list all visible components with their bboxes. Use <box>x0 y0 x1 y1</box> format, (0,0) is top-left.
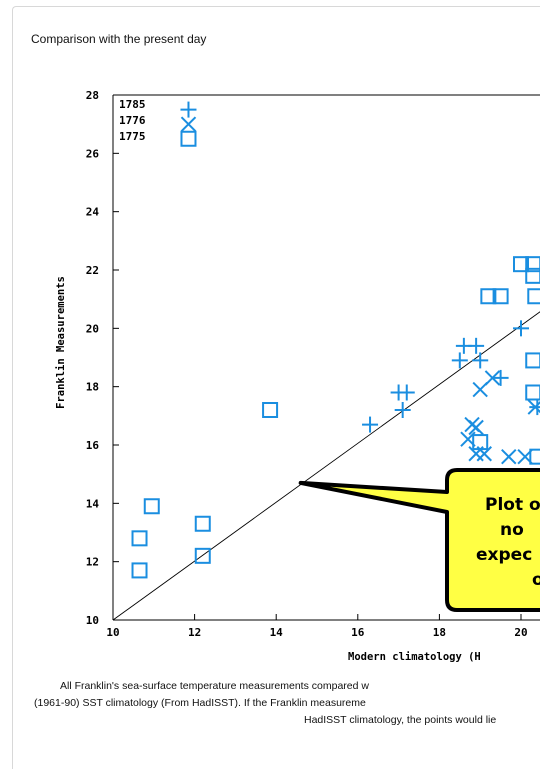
point-square-1775 <box>131 562 148 579</box>
point-cross-1776 <box>472 381 488 398</box>
legend-label-1776: 1776 <box>119 114 146 127</box>
x-axis-label: Modern climatology (H <box>348 651 481 663</box>
point-plus-1785 <box>472 352 489 369</box>
point-square-1775 <box>143 498 160 515</box>
reference-line <box>112 311 540 621</box>
reference-line-layer <box>112 311 540 621</box>
point-square-1775 <box>180 130 197 147</box>
legend: 1785 1776 1775 <box>119 98 146 143</box>
point-square-1775 <box>525 267 540 284</box>
point-plus-1785 <box>529 399 540 416</box>
point-plus-1785 <box>513 320 529 337</box>
callout-text-line: o <box>532 570 540 590</box>
y-tick-label: 14 <box>86 497 100 510</box>
point-plus-1785 <box>451 352 468 369</box>
point-plus-1785 <box>398 384 415 401</box>
x-tick-label: 20 <box>514 626 527 639</box>
panel-title: Comparison with the present day <box>31 32 207 46</box>
point-square-1775 <box>529 448 540 465</box>
callout-text-line: Plot o <box>485 495 540 515</box>
x-tick-label: 14 <box>270 626 284 639</box>
y-tick-label: 18 <box>86 381 99 394</box>
y-tick-label: 24 <box>86 206 100 219</box>
scatter-chart: 10 12 14 16 18 20 22 24 26 28 10 12 14 16 18 20 Modern c… <box>55 89 540 663</box>
point-plus-1785 <box>362 416 379 433</box>
point-square-1775 <box>527 288 540 305</box>
y-tick-label: 12 <box>86 556 99 569</box>
figure-caption: All Franklin's sea-surface temperature m… <box>0 678 540 729</box>
x-tick-label: 16 <box>351 626 365 639</box>
point-square-1775 <box>525 352 540 369</box>
y-tick-label: 10 <box>86 614 99 627</box>
point-square-1775 <box>194 515 211 532</box>
y-tick-label: 16 <box>86 439 100 452</box>
point-square-1775 <box>513 256 529 273</box>
point-square-1775 <box>131 530 148 547</box>
point-square-1775 <box>262 402 279 418</box>
point-square-1775 <box>525 384 540 401</box>
x-tick-label: 18 <box>433 626 446 639</box>
point-cross-1776 <box>501 448 517 465</box>
point-cross-1776 <box>180 116 197 132</box>
point-square-1775 <box>525 256 540 273</box>
point-square-1775 <box>472 434 489 451</box>
legend-label-1785: 1785 <box>119 98 146 111</box>
x-tick-label: 12 <box>188 626 201 639</box>
y-axis-label: Franklin Measurements <box>55 276 67 409</box>
point-plus-1785 <box>492 369 509 386</box>
caption-line-2: (1961-90) SST climatology (From HadISST)… <box>34 697 366 709</box>
chart-panel <box>12 6 540 769</box>
axes: 10 12 14 16 18 20 22 24 26 28 10 12 14 16 18 20 Modern c… <box>55 89 540 663</box>
point-plus-1785 <box>180 101 197 118</box>
legend-label-1775: 1775 <box>119 130 146 143</box>
callout-text-line: no <box>500 520 524 540</box>
callout-shape <box>298 468 540 612</box>
point-cross-1776 <box>484 370 501 386</box>
y-tick-label: 26 <box>86 147 100 160</box>
data-points <box>131 101 540 579</box>
callout-text-line: expec <box>476 545 532 565</box>
caption-line-1: All Franklin's sea-surface temperature m… <box>60 680 369 692</box>
point-plus-1785 <box>468 337 485 354</box>
point-square-1775 <box>492 288 509 305</box>
y-tick-label: 22 <box>86 264 99 277</box>
point-cross-1776 <box>468 419 484 436</box>
point-plus-1785 <box>394 402 411 418</box>
y-tick-label: 28 <box>86 89 99 102</box>
y-tick-label: 20 <box>86 322 99 335</box>
x-tick-label: 10 <box>106 626 119 639</box>
caption-line-3: HadISST climatology, the points would li… <box>304 714 497 726</box>
point-square-1775 <box>480 288 497 305</box>
point-square-1775 <box>194 547 211 564</box>
